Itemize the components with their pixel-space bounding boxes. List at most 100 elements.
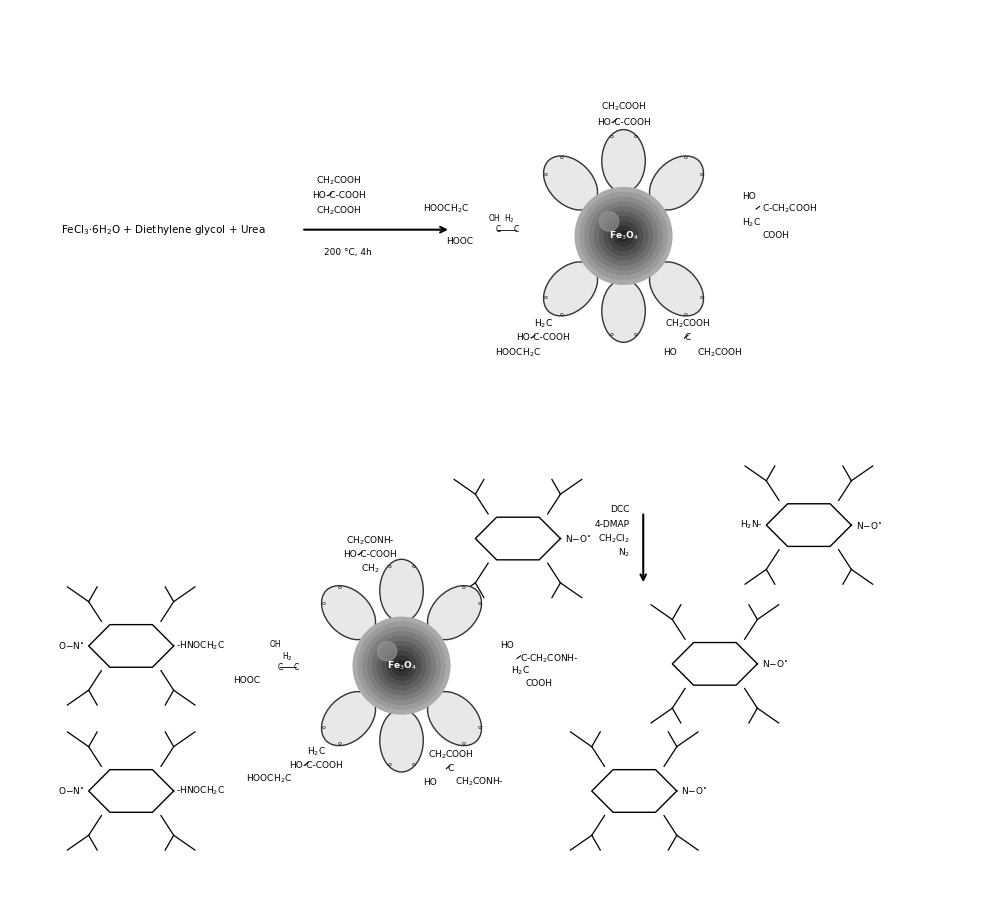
Text: HO-C-COOH: HO-C-COOH <box>312 191 366 200</box>
Text: CH$_2$: CH$_2$ <box>614 131 633 144</box>
Ellipse shape <box>322 585 376 639</box>
Text: o: o <box>478 602 482 606</box>
Text: o: o <box>543 295 547 300</box>
Text: FeCl$_3$$\cdot$6H$_2$O + Diethylene glycol + Urea: FeCl$_3$$\cdot$6H$_2$O + Diethylene glyc… <box>61 223 266 237</box>
Text: HO: HO <box>424 778 437 787</box>
Text: H$_2$C: H$_2$C <box>307 745 326 758</box>
Text: HOOC: HOOC <box>233 676 260 685</box>
Text: o: o <box>700 295 704 300</box>
Text: CH$_2$COOH: CH$_2$COOH <box>316 205 362 217</box>
Text: o: o <box>461 585 465 590</box>
Text: 200 °C, 4h: 200 °C, 4h <box>324 248 372 257</box>
Text: HOOCH$_2$C: HOOCH$_2$C <box>495 346 541 358</box>
Text: HOOCH$_2$C: HOOCH$_2$C <box>423 203 470 216</box>
Text: DCC: DCC <box>610 506 630 515</box>
Text: C: C <box>293 663 299 672</box>
Text: HO: HO <box>742 192 755 201</box>
Text: CH$_2$COOH: CH$_2$COOH <box>428 749 474 762</box>
Text: H$_2$N-: H$_2$N- <box>740 519 762 532</box>
Text: -HNOCH$_2$C: -HNOCH$_2$C <box>176 639 225 652</box>
Text: CH$_2$CONH-: CH$_2$CONH- <box>455 776 504 788</box>
Text: HO-C-COOH: HO-C-COOH <box>516 333 570 342</box>
Text: N$-$O$^{\bullet}$: N$-$O$^{\bullet}$ <box>856 520 882 531</box>
Text: C-CH$_2$COOH: C-CH$_2$COOH <box>762 203 818 216</box>
Ellipse shape <box>322 691 376 745</box>
Text: C: C <box>448 764 454 773</box>
Text: o: o <box>461 742 465 746</box>
Text: o: o <box>388 564 392 569</box>
Text: H$_2$C: H$_2$C <box>511 665 530 677</box>
Text: HO-C-COOH: HO-C-COOH <box>343 550 397 559</box>
Text: HOOC: HOOC <box>446 237 473 246</box>
Circle shape <box>397 661 406 671</box>
Text: N$-$O$^{\bullet}$: N$-$O$^{\bullet}$ <box>681 786 708 797</box>
Text: o: o <box>683 312 687 317</box>
Text: C: C <box>496 225 501 234</box>
Text: o: o <box>560 155 564 160</box>
Ellipse shape <box>380 709 423 772</box>
Text: o: o <box>610 332 614 338</box>
Text: N$_2$: N$_2$ <box>618 547 630 559</box>
Text: N$-$O$^{\bullet}$: N$-$O$^{\bullet}$ <box>762 658 788 669</box>
Text: H$_2$: H$_2$ <box>504 213 514 225</box>
Text: OH: OH <box>488 215 500 224</box>
Text: CH$_2$CONH-: CH$_2$CONH- <box>346 534 395 547</box>
Circle shape <box>363 627 440 704</box>
Text: H$_2$C: H$_2$C <box>742 216 761 229</box>
Text: HO-C-COOH: HO-C-COOH <box>597 118 650 127</box>
Ellipse shape <box>650 262 704 316</box>
Text: C: C <box>685 333 691 342</box>
Text: -HNOCH$_2$C: -HNOCH$_2$C <box>176 785 225 797</box>
Circle shape <box>373 637 431 695</box>
Text: HO: HO <box>664 348 677 357</box>
Text: o: o <box>610 135 614 139</box>
Text: O$-$N$^{\bullet}$: O$-$N$^{\bullet}$ <box>58 640 84 651</box>
Text: COOH: COOH <box>525 679 552 688</box>
Circle shape <box>580 192 667 279</box>
Text: CH$_2$COOH: CH$_2$COOH <box>665 317 711 330</box>
Circle shape <box>353 617 450 714</box>
Ellipse shape <box>602 129 645 192</box>
Text: o: o <box>338 585 342 590</box>
Text: COOH: COOH <box>762 232 789 241</box>
Text: C-CH$_2$CONH-: C-CH$_2$CONH- <box>520 652 578 665</box>
Text: Fe$_3$O$_4$: Fe$_3$O$_4$ <box>609 230 639 242</box>
Circle shape <box>382 647 421 685</box>
Ellipse shape <box>427 585 482 639</box>
Text: Fe$_3$O$_4$: Fe$_3$O$_4$ <box>387 659 417 672</box>
Text: C: C <box>278 663 283 672</box>
Text: o: o <box>633 332 637 338</box>
Text: o: o <box>633 135 637 139</box>
Circle shape <box>595 207 653 265</box>
Text: o: o <box>683 155 687 160</box>
Ellipse shape <box>650 156 704 210</box>
Ellipse shape <box>380 559 423 622</box>
Circle shape <box>609 222 638 251</box>
Text: H$_2$C: H$_2$C <box>534 317 552 330</box>
Text: CH$_2$COOH: CH$_2$COOH <box>697 346 743 358</box>
Text: O$-$N$^{\bullet}$: O$-$N$^{\bullet}$ <box>58 786 84 797</box>
Text: HO: HO <box>500 641 514 650</box>
Circle shape <box>619 231 628 241</box>
Circle shape <box>377 641 397 661</box>
Text: o: o <box>321 602 325 606</box>
Text: C: C <box>513 225 519 234</box>
Circle shape <box>392 656 411 675</box>
Circle shape <box>599 212 619 231</box>
Text: CH$_2$Cl$_2$: CH$_2$Cl$_2$ <box>598 533 630 545</box>
Text: o: o <box>478 725 482 730</box>
Ellipse shape <box>544 262 598 316</box>
Circle shape <box>614 226 633 246</box>
Text: N$-$O$^{\bullet}$: N$-$O$^{\bullet}$ <box>565 533 591 544</box>
Circle shape <box>377 641 426 690</box>
Ellipse shape <box>427 691 482 745</box>
Text: o: o <box>543 172 547 177</box>
Text: o: o <box>338 742 342 746</box>
Text: o: o <box>560 312 564 317</box>
Circle shape <box>590 202 657 269</box>
Text: CH$_2$: CH$_2$ <box>361 563 379 576</box>
Text: CH$_2$COOH: CH$_2$COOH <box>316 174 362 187</box>
Text: o: o <box>411 564 415 569</box>
Circle shape <box>575 188 672 285</box>
Text: HO-C-COOH: HO-C-COOH <box>290 761 343 770</box>
